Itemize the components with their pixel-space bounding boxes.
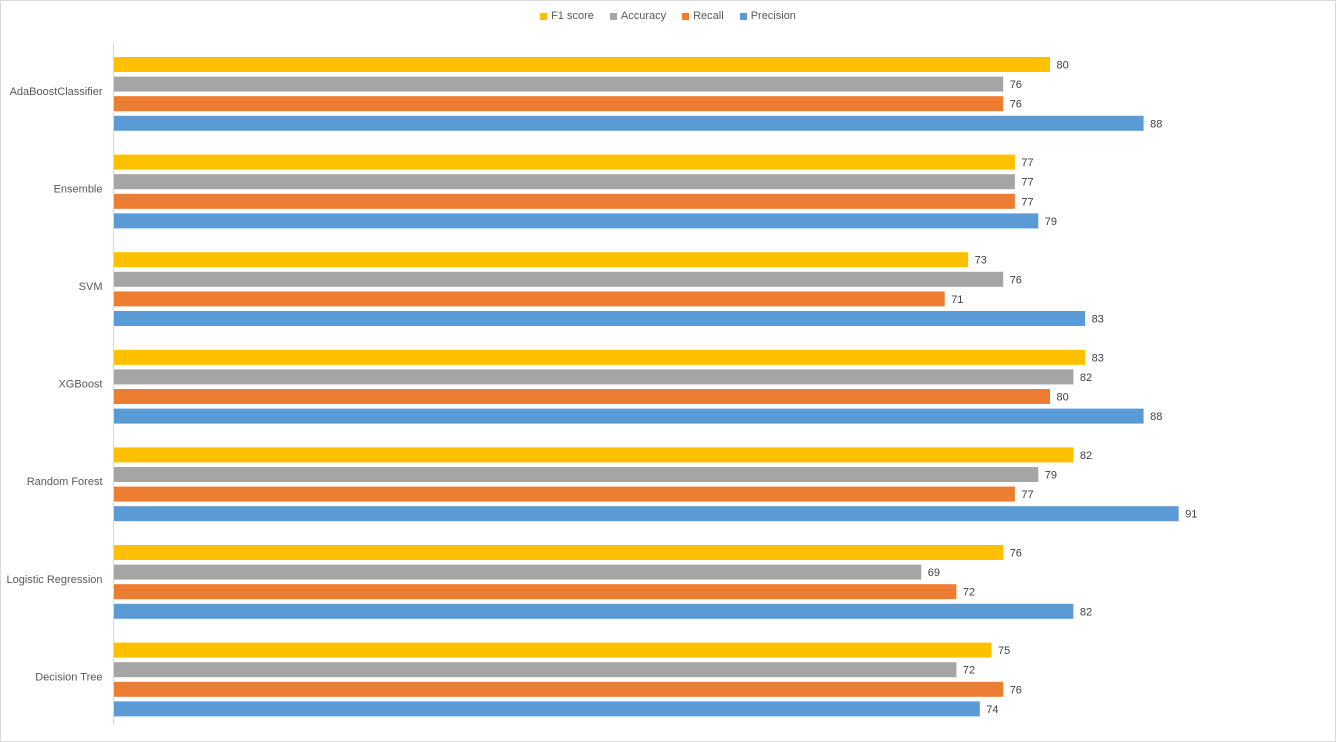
bar-random-forest-accuracy	[114, 467, 1039, 482]
bar-decision-tree-accuracy	[114, 662, 957, 678]
data-label-logistic-regression-precision: 82	[1080, 606, 1092, 618]
bar-random-forest-f1-score	[114, 447, 1074, 463]
data-label-xgboost-recall: 80	[1057, 392, 1069, 404]
data-label-xgboost-precision: 88	[1150, 411, 1162, 423]
data-label-svm-recall: 71	[951, 294, 963, 306]
chart-legend: F1 score Accuracy Recall Precision	[0, 10, 1336, 22]
data-label-ensemble-accuracy: 77	[1021, 177, 1033, 189]
bar-svm-f1-score	[114, 252, 969, 268]
data-label-random-forest-precision: 91	[1185, 509, 1197, 521]
legend-swatch-accuracy	[609, 12, 617, 20]
category-label-decision-tree: Decision Tree	[35, 671, 102, 683]
category-label-svm: SVM	[79, 281, 103, 293]
data-label-random-forest-recall: 77	[1021, 489, 1033, 501]
data-label-ensemble-recall: 77	[1021, 196, 1033, 208]
data-label-decision-tree-precision: 74	[986, 704, 998, 716]
bar-logistic-regression-accuracy	[114, 564, 922, 580]
data-label-adaboostclassifier-accuracy: 76	[1010, 79, 1022, 91]
bar-svm-precision	[114, 311, 1086, 326]
data-label-random-forest-f1-score: 82	[1080, 450, 1092, 462]
bar-svm-recall	[114, 291, 945, 307]
legend-item-accuracy: Accuracy	[609, 10, 667, 22]
legend-item-f1-score: F1 score	[540, 10, 594, 22]
bar-decision-tree-precision	[114, 701, 980, 717]
legend-swatch-f1-score	[540, 12, 548, 20]
category-label-logistic-regression: Logistic Regression	[7, 574, 103, 586]
bar-ensemble-recall	[114, 193, 1015, 209]
bar-xgboost-recall	[114, 389, 1050, 404]
bar-xgboost-accuracy	[114, 369, 1074, 385]
category-label-random-forest: Random Forest	[27, 476, 103, 488]
bar-decision-tree-recall	[114, 681, 1004, 697]
bar-logistic-regression-precision	[114, 603, 1074, 619]
data-label-adaboostclassifier-recall: 76	[1010, 99, 1022, 111]
data-label-ensemble-precision: 79	[1045, 216, 1057, 228]
data-label-adaboostclassifier-f1-score: 80	[1057, 60, 1069, 72]
data-label-svm-precision: 83	[1092, 314, 1104, 326]
bar-decision-tree-f1-score	[114, 642, 992, 658]
data-label-svm-accuracy: 76	[1010, 274, 1022, 286]
bar-ensemble-f1-score	[114, 154, 1015, 170]
bar-random-forest-recall	[114, 486, 1015, 502]
bar-random-forest-precision	[114, 506, 1179, 522]
data-label-logistic-regression-accuracy: 69	[928, 567, 940, 579]
bar-svm-accuracy	[114, 271, 1004, 287]
bar-xgboost-precision	[114, 408, 1144, 424]
category-label-xgboost: XGBoost	[58, 379, 102, 391]
data-label-random-forest-accuracy: 79	[1045, 470, 1057, 482]
category-label-ensemble: Ensemble	[54, 183, 103, 195]
legend-item-recall: Recall	[682, 10, 724, 22]
bar-adaboostclassifier-accuracy	[114, 76, 1004, 92]
data-label-decision-tree-accuracy: 72	[963, 665, 975, 677]
legend-swatch-precision	[739, 12, 747, 20]
bar-ensemble-accuracy	[114, 174, 1015, 190]
data-label-decision-tree-f1-score: 75	[998, 645, 1010, 657]
bar-xgboost-f1-score	[114, 349, 1086, 365]
bar-ensemble-precision	[114, 213, 1039, 229]
legend-label-precision: Precision	[750, 10, 796, 22]
legend-label-recall: Recall	[693, 10, 724, 22]
data-label-decision-tree-recall: 76	[1010, 684, 1022, 696]
legend-item-precision: Precision	[739, 10, 796, 22]
bar-logistic-regression-recall	[114, 584, 957, 600]
data-label-svm-f1-score: 73	[975, 255, 987, 267]
data-label-logistic-regression-recall: 72	[963, 587, 975, 599]
bar-adaboostclassifier-recall	[114, 96, 1004, 112]
data-label-ensemble-f1-score: 77	[1021, 157, 1033, 169]
legend-swatch-recall	[682, 12, 690, 20]
data-label-xgboost-accuracy: 82	[1080, 372, 1092, 384]
bar-logistic-regression-f1-score	[114, 545, 1004, 560]
bar-adaboostclassifier-precision	[114, 115, 1144, 131]
bar-adaboostclassifier-f1-score	[114, 57, 1050, 72]
category-label-adaboostclassifier: AdaBoostClassifier	[10, 86, 103, 98]
data-label-xgboost-f1-score: 83	[1092, 352, 1104, 364]
data-label-logistic-regression-f1-score: 76	[1010, 548, 1022, 560]
legend-label-accuracy: Accuracy	[620, 10, 667, 22]
legend-label-f1-score: F1 score	[551, 10, 594, 22]
data-label-adaboostclassifier-precision: 88	[1150, 118, 1162, 130]
